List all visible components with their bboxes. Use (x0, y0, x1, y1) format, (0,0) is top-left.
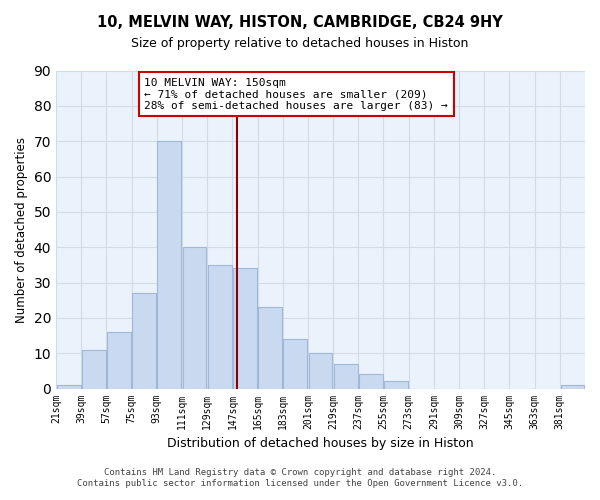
Bar (182, 247, 206, 388)
Text: 10, MELVIN WAY, HISTON, CAMBRIDGE, CB24 9HY: 10, MELVIN WAY, HISTON, CAMBRIDGE, CB24 … (97, 15, 503, 30)
X-axis label: Distribution of detached houses by size in Histon: Distribution of detached houses by size … (167, 437, 474, 450)
Bar (334, 364, 358, 388)
Bar (157, 141, 181, 388)
Bar (308, 353, 332, 388)
Text: 10 MELVIN WAY: 150sqm
← 71% of detached houses are smaller (209)
28% of semi-det: 10 MELVIN WAY: 150sqm ← 71% of detached … (144, 78, 448, 111)
Bar (560, 385, 584, 388)
Text: Contains HM Land Registry data © Crown copyright and database right 2024.
Contai: Contains HM Land Registry data © Crown c… (77, 468, 523, 487)
Bar (208, 265, 232, 388)
Bar (82, 350, 106, 389)
Bar (384, 382, 408, 388)
Bar (283, 339, 307, 388)
Bar (233, 268, 257, 388)
Bar (57, 385, 80, 388)
Text: Size of property relative to detached houses in Histon: Size of property relative to detached ho… (131, 38, 469, 51)
Y-axis label: Number of detached properties: Number of detached properties (15, 136, 28, 322)
Bar (107, 332, 131, 388)
Bar (258, 308, 282, 388)
Bar (133, 293, 156, 388)
Bar (359, 374, 383, 388)
